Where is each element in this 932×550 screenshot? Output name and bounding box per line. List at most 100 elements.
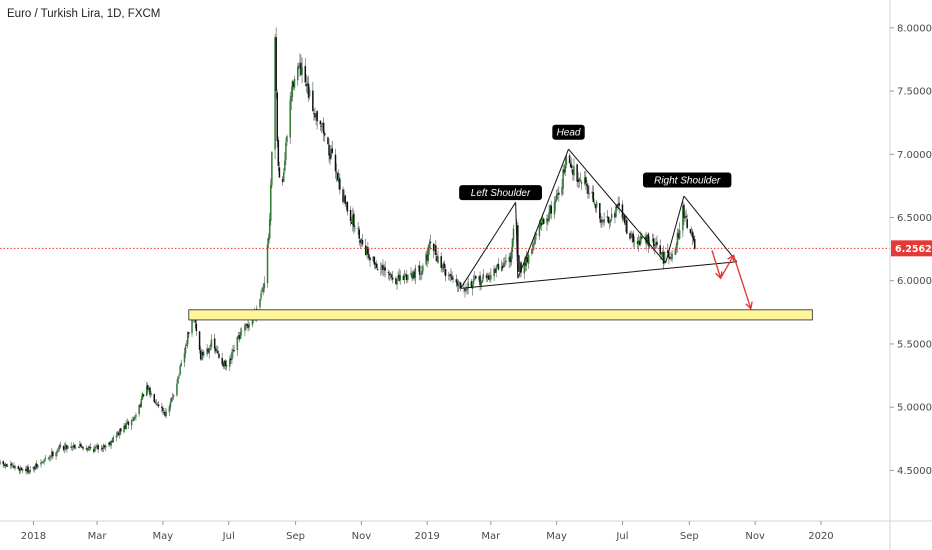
candle-body <box>161 406 163 409</box>
candle-body <box>120 428 122 432</box>
candle-body <box>359 240 362 243</box>
candle-body <box>97 445 99 450</box>
candle-body <box>337 177 340 182</box>
x-tick-label: May <box>153 531 174 542</box>
candle-body <box>425 253 427 265</box>
candle-body <box>277 139 280 166</box>
candle-body <box>130 419 133 426</box>
candle-body <box>531 249 533 254</box>
x-tick-label: Nov <box>352 531 372 542</box>
x-tick-label: Nov <box>745 531 765 542</box>
candle-body <box>512 228 515 240</box>
candle-body <box>125 422 127 429</box>
candle-body <box>691 231 694 238</box>
candle-body <box>621 204 624 219</box>
candle-body <box>503 263 505 267</box>
candle-body <box>675 244 678 250</box>
candle-body <box>440 256 442 269</box>
candle-body <box>412 271 414 280</box>
candle-body <box>85 448 88 450</box>
head-line-down[interactable] <box>568 148 666 264</box>
candle-body <box>93 449 95 452</box>
candle-body <box>418 265 421 275</box>
candle-body <box>372 256 375 261</box>
right-shoulder-line-down[interactable] <box>683 195 738 263</box>
candle-body <box>685 215 687 218</box>
head-label-box[interactable] <box>552 124 585 140</box>
left-shoulder-line-up[interactable] <box>460 202 517 289</box>
candle-body <box>631 233 633 239</box>
candle-body <box>479 275 481 286</box>
candle-body <box>328 144 330 156</box>
candle-body <box>410 273 412 275</box>
candle-body <box>319 120 322 125</box>
candle-body <box>622 215 625 220</box>
candle-body <box>600 219 602 223</box>
candle-body <box>495 267 497 273</box>
x-tick-label: 2018 <box>21 531 46 542</box>
candle-body <box>236 336 239 351</box>
candle-body <box>353 213 355 228</box>
candle-body <box>88 446 91 448</box>
candle-body <box>689 229 692 233</box>
candle-body <box>404 274 407 276</box>
candle-body <box>535 233 537 235</box>
candle-body <box>518 255 520 272</box>
candle-body <box>25 468 27 471</box>
candle-body <box>188 332 190 334</box>
candle-body <box>345 203 348 205</box>
candle-body <box>405 274 408 281</box>
candle-body <box>34 464 37 470</box>
left-shoulder-line-down[interactable] <box>515 202 519 279</box>
candle-body <box>496 265 499 267</box>
candle-body <box>659 245 661 255</box>
candle-body <box>185 345 188 346</box>
candle-body <box>268 219 271 239</box>
candle-body <box>336 172 339 181</box>
candle-body <box>458 282 461 283</box>
candle-body <box>131 420 134 421</box>
candle-body <box>396 278 398 285</box>
candle-body <box>157 404 160 407</box>
candle-body <box>494 268 496 273</box>
candle-body <box>585 176 587 183</box>
candle-body <box>184 346 187 354</box>
candle-body <box>149 387 151 395</box>
candle-body <box>591 191 594 194</box>
candle-body <box>282 172 285 182</box>
candle-body <box>546 218 548 224</box>
candle-body <box>364 245 367 255</box>
candle-body <box>610 214 613 219</box>
candle-body <box>677 233 680 238</box>
right-shoulder-label-box[interactable] <box>642 172 732 188</box>
candle-body <box>534 235 536 244</box>
candle-body <box>532 243 534 251</box>
candle-body <box>155 403 158 405</box>
candle-body <box>148 388 150 391</box>
support-zone[interactable] <box>188 309 813 321</box>
candle-body <box>246 323 248 326</box>
neckline[interactable] <box>460 261 737 289</box>
candle-body <box>493 268 495 277</box>
candle-body <box>339 178 341 190</box>
candle-body <box>421 270 423 276</box>
head-label: Head <box>557 128 581 139</box>
candle-body <box>344 195 346 204</box>
candle-body <box>221 357 223 365</box>
head-line-up[interactable] <box>517 149 569 279</box>
candle-body <box>435 245 437 255</box>
candle-body <box>630 236 632 238</box>
candle-body <box>222 363 225 367</box>
candle-body <box>489 278 491 280</box>
candle-body <box>81 446 83 448</box>
candle-body <box>300 62 302 76</box>
left-shoulder-label-box[interactable] <box>459 185 542 201</box>
candle-body <box>14 466 16 469</box>
x-tick-label: 2019 <box>414 531 439 542</box>
candle-body <box>94 446 96 452</box>
candle-body <box>361 240 364 245</box>
candle-body <box>384 267 386 271</box>
right-shoulder-line-up[interactable] <box>665 195 685 264</box>
candle-body <box>367 247 369 255</box>
